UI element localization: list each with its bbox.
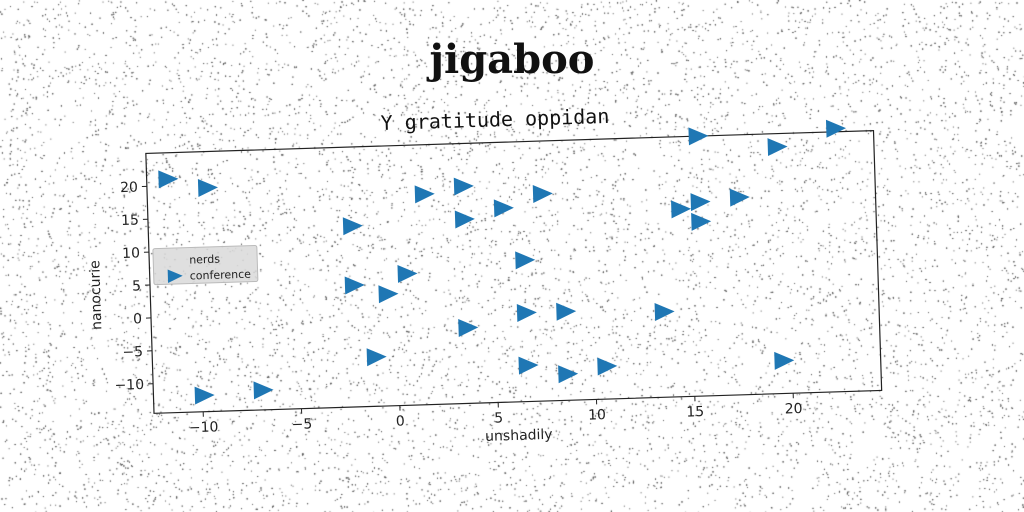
legend-marker <box>167 269 183 283</box>
chart-title: Y gratitude oppidan <box>380 104 609 135</box>
chart-rotated-group: Y gratitude oppidan −10 −5 0 5 10 15 20 −10 −5 0… <box>87 104 883 445</box>
x-tick-label: 15 <box>686 404 704 421</box>
data-point <box>342 217 363 236</box>
y-tick-label: −10 <box>114 377 144 394</box>
page-title: jigaboo <box>429 36 595 83</box>
data-point <box>414 185 435 204</box>
data-point <box>518 356 539 375</box>
plot-frame <box>145 129 883 414</box>
y-axis-ticks: −10 −5 0 5 10 15 20 <box>114 180 154 394</box>
data-point <box>493 199 514 218</box>
data-point <box>691 212 712 231</box>
data-point <box>597 357 618 376</box>
data-point <box>558 365 579 384</box>
legend-label: conference <box>190 268 252 283</box>
data-point <box>458 319 479 338</box>
data-point <box>453 177 474 196</box>
y-tick-label: 5 <box>132 278 141 294</box>
data-point <box>729 188 750 207</box>
x-tick-label: 0 <box>396 413 405 429</box>
data-point <box>378 285 399 304</box>
y-tick-label: 20 <box>120 180 138 197</box>
data-point <box>454 210 475 229</box>
data-point <box>825 119 847 138</box>
data-point <box>774 351 795 370</box>
x-tick-label: 10 <box>588 407 606 424</box>
data-point <box>194 386 215 405</box>
data-point <box>688 127 709 146</box>
data-point <box>671 200 692 219</box>
data-point <box>366 348 387 367</box>
data-point <box>654 302 675 321</box>
y-tick-label: 15 <box>121 213 139 230</box>
data-point <box>158 170 179 189</box>
data-point <box>532 184 553 203</box>
data-point <box>253 381 274 400</box>
x-tick-label: −10 <box>189 419 219 436</box>
data-point <box>556 302 577 321</box>
y-tick-label: −5 <box>122 344 143 361</box>
y-tick-label: 10 <box>122 245 140 262</box>
data-point <box>197 179 218 198</box>
data-point <box>515 251 536 270</box>
data-point <box>397 264 418 283</box>
x-tick-label: 20 <box>784 401 802 418</box>
y-axis-label: nanocurie <box>87 260 105 330</box>
x-tick-label: −5 <box>291 416 312 433</box>
x-tick-label: 5 <box>494 410 503 426</box>
y-tick-label: 0 <box>133 311 142 327</box>
data-point <box>767 138 788 157</box>
data-point <box>344 276 365 295</box>
scatter-points <box>158 119 847 405</box>
legend-label: nerds <box>189 253 220 267</box>
data-point <box>516 304 537 322</box>
x-axis-label: unshadily <box>485 427 553 445</box>
x-axis-ticks: −10 −5 0 5 10 15 20 <box>189 393 803 436</box>
data-point <box>690 193 711 212</box>
